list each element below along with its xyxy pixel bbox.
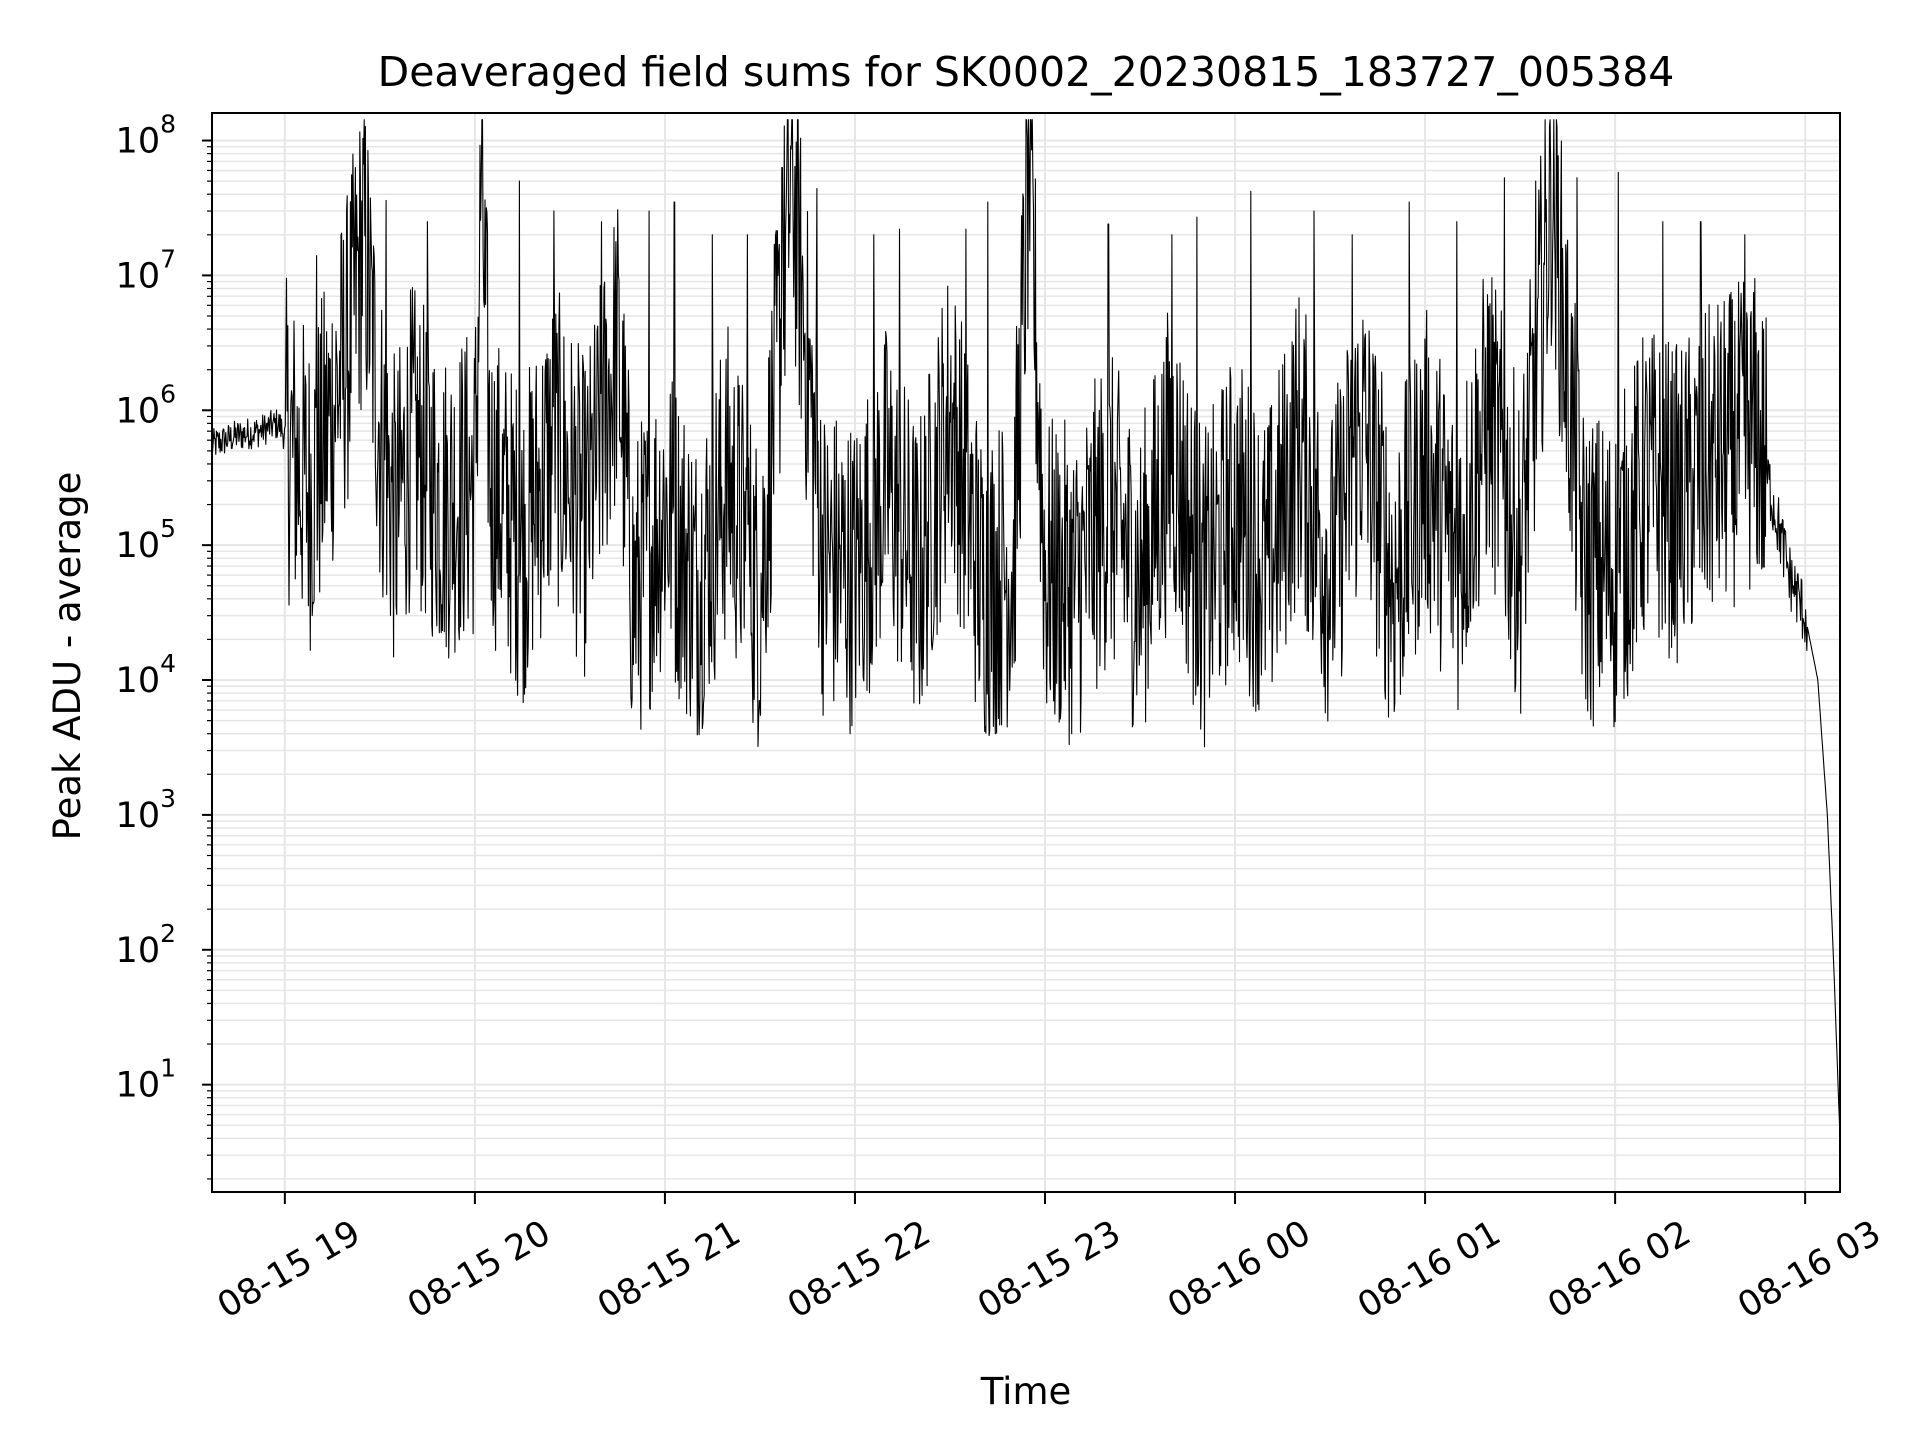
y-tick-label: 108 — [116, 110, 176, 162]
y-tick-label: 103 — [116, 784, 176, 836]
y-axis: 101 102 103 104 105 106 107 108 — [116, 110, 212, 1180]
y-tick-label: 101 — [116, 1054, 176, 1106]
y-tick-label: 104 — [116, 649, 176, 701]
series-line — [211, 119, 1841, 1139]
y-axis-label: Peak ADU - average — [46, 472, 89, 841]
y-tick-label: 102 — [116, 919, 176, 971]
chart-title: Deaveraged field sums for SK0002_2023081… — [378, 48, 1675, 96]
data-line — [211, 119, 1841, 1139]
y-tick-label: 106 — [116, 379, 176, 431]
axes-frame — [211, 112, 1841, 1193]
y-tick-label: 107 — [116, 244, 176, 296]
y-tick-label: 105 — [116, 514, 176, 566]
x-axis-label: Time — [980, 1370, 1072, 1413]
